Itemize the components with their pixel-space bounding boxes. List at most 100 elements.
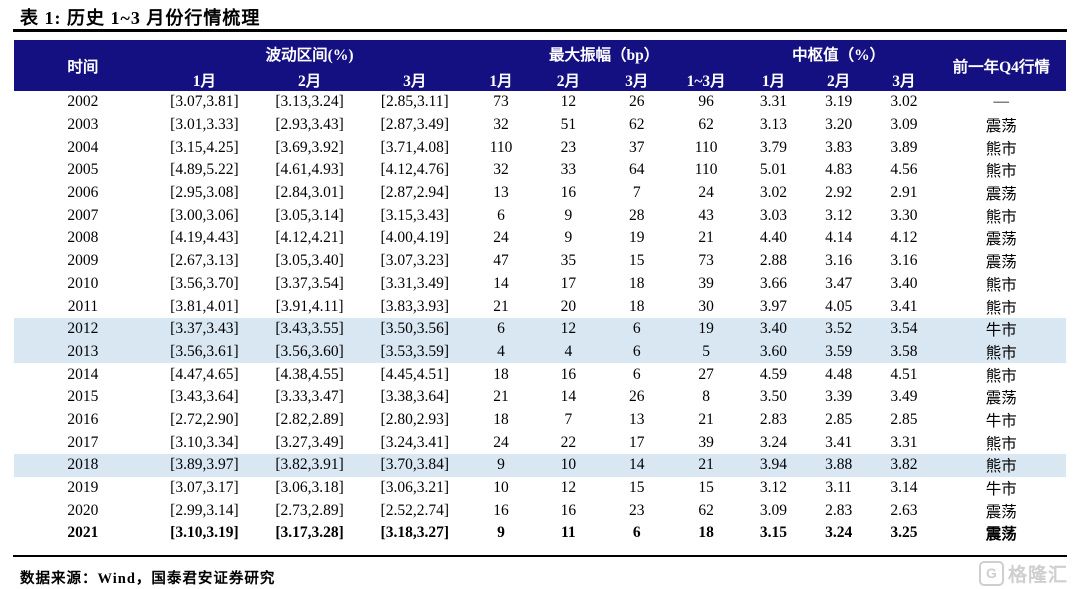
page-title: 表 1: 历史 1~3 月份行情梳理 <box>20 8 261 28</box>
cell-w1: [3.37,3.43] <box>151 317 257 341</box>
cell-a2: 51 <box>560 116 577 134</box>
cell-c1: 2.88 <box>759 252 788 270</box>
cell-q4: 熊市 <box>936 340 1066 364</box>
cell-a13: 110 <box>694 161 718 179</box>
cell-year: 2006 <box>67 184 99 202</box>
cell-c2: 3.20 <box>825 116 853 134</box>
cell-a3: 18 <box>628 274 645 292</box>
cell-w2: [4.12,4.21] <box>275 229 344 247</box>
cell-a13: 73 <box>698 252 714 270</box>
cell-a3: 15 <box>628 479 645 497</box>
cell-a2: 20 <box>560 297 577 315</box>
cell-c2: 3.83 <box>825 138 853 156</box>
cell-w1: [4.89,5.22] <box>170 161 239 179</box>
cell-c3: 2.91 <box>890 184 918 202</box>
table-row-2018: 2018 [3.89,3.97] [3.82,3.91] [3.70,3.84] 9 10… <box>14 454 1066 477</box>
cell-w1: [3.01,3.33] <box>170 116 239 134</box>
cell-q4: 震荡 <box>985 186 1017 204</box>
cell-c1: 3.97 <box>759 297 788 315</box>
cell-w3: [3.38,3.64] <box>380 388 449 406</box>
cell-q4: 震荡 <box>985 118 1017 136</box>
cell-year: 2010 <box>67 274 99 292</box>
cell-c3: 3.89 <box>890 138 918 156</box>
cell-a2: 9 <box>564 229 573 247</box>
cell-q4: 震荡 <box>985 526 1017 544</box>
cell-a13: 21 <box>698 410 714 428</box>
cell-c3: 4.51 <box>890 365 918 383</box>
cell-a1: 16 <box>493 501 509 519</box>
cell-c3: 3.09 <box>890 116 918 134</box>
cell-year: 2009 <box>67 252 99 270</box>
cell-year: 2004 <box>67 138 99 156</box>
cell-year: 2003 <box>67 116 99 134</box>
cell-a1: 18 <box>493 365 509 383</box>
cell-w3: [2.87,2.94] <box>380 184 449 202</box>
cell-w2: [3.06,3.18] <box>275 479 344 497</box>
cell-c2: 3.39 <box>825 388 853 406</box>
cell-c2: 3.24 <box>825 524 853 542</box>
cell-w1: [2.99,3.14] <box>170 501 239 519</box>
cell-a1: 6 <box>467 317 535 341</box>
subheader-amp-feb: 2月 <box>534 68 602 91</box>
cell-w1: [3.10,3.19] <box>170 524 239 542</box>
cell-q4: 震荡 <box>985 390 1017 408</box>
subheader-amp-jan: 1月 <box>467 68 535 91</box>
cell-c2: 3.41 <box>825 433 853 451</box>
cell-c2: 2.92 <box>825 184 853 202</box>
cell-w1: [3.43,3.64] <box>170 388 239 406</box>
cell-q4: 牛市 <box>985 481 1017 499</box>
cell-a3: 14 <box>602 454 672 477</box>
cell-a13: 18 <box>698 524 714 542</box>
subheader-center-mar: 3月 <box>871 68 937 91</box>
cell-c2: 3.59 <box>806 340 872 364</box>
cell-w2: [3.56,3.60] <box>257 340 363 364</box>
cell-c1: 3.40 <box>740 317 807 341</box>
cell-a2: 16 <box>560 184 577 202</box>
cell-w2: [4.61,4.93] <box>275 161 344 179</box>
cell-year: 2014 <box>67 365 99 383</box>
cell-a1: 21 <box>493 388 509 406</box>
cell-a2: 17 <box>560 274 577 292</box>
cell-a3: 18 <box>628 297 645 315</box>
cell-a1: 110 <box>489 138 513 156</box>
subheader-amp-jan-mar: 1~3月 <box>671 68 741 91</box>
cell-w1: [3.10,3.34] <box>170 433 239 451</box>
cell-w2: [3.91,4.11] <box>275 297 344 315</box>
cell-a3: 26 <box>628 93 645 111</box>
cell-q4: 震荡 <box>985 231 1017 249</box>
cell-c2: 3.16 <box>825 252 853 270</box>
cell-a13: 39 <box>698 433 714 451</box>
cell-a2: 14 <box>560 388 577 406</box>
cell-w3: [3.83,3.93] <box>380 297 449 315</box>
cell-a1: 24 <box>493 433 509 451</box>
cell-year: 2005 <box>67 161 99 179</box>
cell-w3: [3.18,3.27] <box>380 524 449 542</box>
cell-a13: 5 <box>671 340 741 364</box>
table-row-2012: 2012 [3.37,3.43] [3.43,3.55] [3.50,3.56] 6 12… <box>14 317 1066 341</box>
cell-q4: 熊市 <box>985 435 1017 453</box>
cell-a2: 16 <box>560 501 577 519</box>
cell-a13: 21 <box>698 229 714 247</box>
cell-q4: 熊市 <box>985 140 1017 158</box>
cell-a1: 13 <box>493 184 509 202</box>
cell-w1: [4.19,4.43] <box>170 229 239 247</box>
cell-c1: 3.79 <box>759 138 788 156</box>
cell-year: 2021 <box>67 524 99 542</box>
column-header-prev-q4: 前一年Q4行情 <box>936 40 1066 91</box>
cell-year: 2020 <box>67 501 99 519</box>
cell-a3: 26 <box>628 388 645 406</box>
cell-c3: 3.54 <box>871 317 937 341</box>
cell-w3: [3.71,4.08] <box>380 138 449 156</box>
cell-year: 2007 <box>67 206 99 224</box>
cell-a3: 6 <box>602 340 672 364</box>
cell-c2: 4.14 <box>825 229 853 247</box>
cell-c1: 3.66 <box>759 274 788 292</box>
cell-c3: 3.25 <box>890 524 918 542</box>
cell-a1: 21 <box>493 297 509 315</box>
cell-a2: 35 <box>560 252 577 270</box>
table-row-2017: 2017 [3.10,3.34] [3.27,3.49] [3.24,3.41] 24 2… <box>14 431 1066 454</box>
cell-a1: 32 <box>493 116 509 134</box>
table-row-2007: 2007 [3.00,3.06] [3.05,3.14] [3.15,3.43] 6 9 2… <box>14 204 1066 227</box>
cell-c2: 3.88 <box>806 454 872 477</box>
cell-a1: 14 <box>493 274 509 292</box>
